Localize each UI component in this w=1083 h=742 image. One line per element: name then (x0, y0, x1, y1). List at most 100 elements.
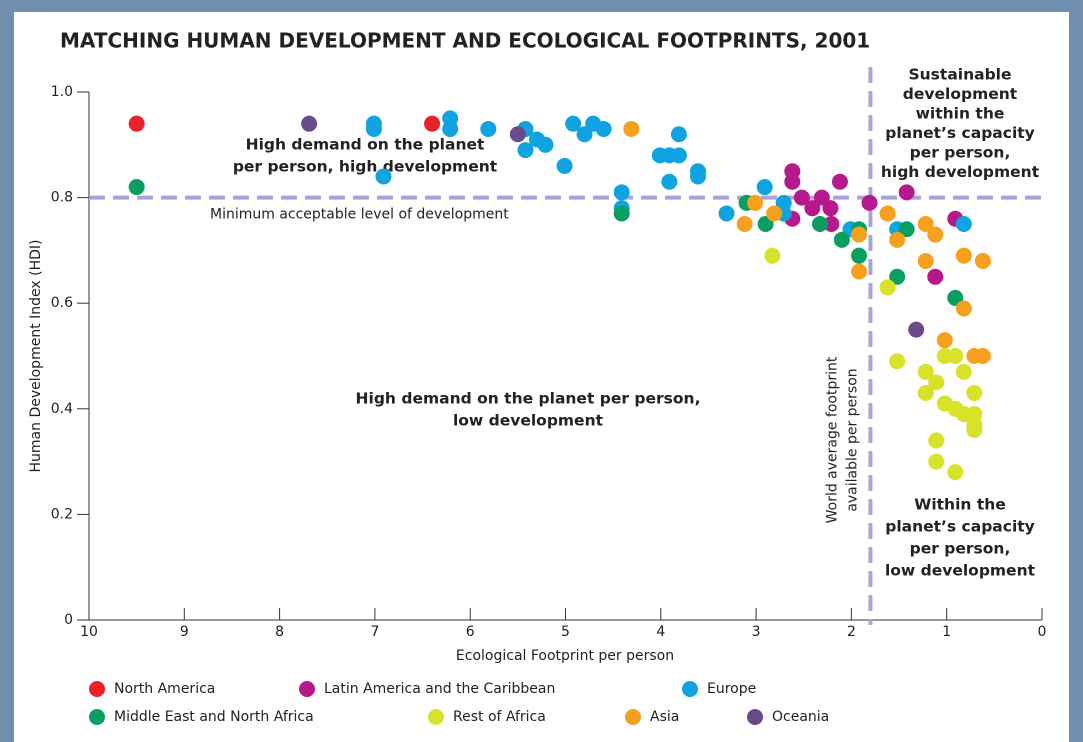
legend-label: Middle East and North Africa (114, 709, 314, 725)
point (366, 121, 382, 137)
x-tick-label: 7 (370, 624, 379, 640)
legend-label: North America (114, 681, 215, 697)
point (889, 232, 905, 248)
point (661, 174, 677, 190)
point (966, 385, 982, 401)
point (851, 227, 867, 243)
point (927, 269, 943, 285)
x-tick-label: 0 (1038, 624, 1047, 640)
point (937, 332, 953, 348)
x-tick-label: 6 (466, 624, 475, 640)
point (129, 179, 145, 195)
point (129, 116, 145, 132)
y-tick-label: 0 (64, 612, 73, 628)
point (614, 184, 630, 200)
point (918, 385, 934, 401)
chart: MATCHING HUMAN DEVELOPMENT AND ECOLOGICA… (0, 0, 1083, 742)
legend-marker (625, 709, 641, 725)
annotation: Sustainable (908, 66, 1011, 84)
y-tick-label: 1.0 (51, 84, 73, 100)
legend-marker (299, 681, 315, 697)
point (832, 174, 848, 190)
point (719, 205, 735, 221)
point (671, 147, 687, 163)
x-tick-label: 9 (180, 624, 189, 640)
point (623, 121, 639, 137)
y-tick-label: 0.2 (51, 506, 73, 522)
point (614, 205, 630, 221)
legend-marker (428, 709, 444, 725)
point (480, 121, 496, 137)
y-tick-label: 0.4 (51, 401, 73, 417)
point (671, 126, 687, 142)
x-tick-label: 10 (80, 624, 98, 640)
annotation: low development (885, 562, 1036, 580)
y-axis-label: Human Development Index (HDI) (28, 240, 44, 473)
legend-label: Latin America and the Caribbean (324, 681, 555, 697)
legend-label: Europe (707, 681, 756, 697)
point (928, 454, 944, 470)
reference-label: Minimum acceptable level of development (210, 207, 509, 223)
annotation: low development (453, 412, 604, 430)
annotation: per person, high development (233, 158, 498, 176)
point (928, 432, 944, 448)
point (975, 348, 991, 364)
y-tick-label: 0.6 (51, 295, 73, 311)
point (596, 121, 612, 137)
chart-title: MATCHING HUMAN DEVELOPMENT AND ECOLOGICA… (60, 29, 870, 53)
point (764, 248, 780, 264)
annotation: per person, (910, 540, 1011, 558)
legend-label: Oceania (772, 709, 829, 725)
legend-marker (682, 681, 698, 697)
point (537, 137, 553, 153)
legend-marker (89, 709, 105, 725)
point (757, 179, 773, 195)
annotation: per person, (910, 144, 1011, 162)
point (956, 216, 972, 232)
point (966, 422, 982, 438)
x-tick-label: 8 (275, 624, 284, 640)
reference-label: World average footprint (824, 356, 840, 523)
annotation: High demand on the planet per person, (356, 390, 701, 408)
point (812, 216, 828, 232)
x-tick-label: 3 (752, 624, 761, 640)
annotation: within the (916, 105, 1005, 123)
point (956, 248, 972, 264)
y-tick-label: 0.8 (51, 190, 73, 206)
page: MATCHING HUMAN DEVELOPMENT AND ECOLOGICA… (0, 0, 1083, 742)
point (927, 227, 943, 243)
point (747, 195, 763, 211)
annotation: planet’s capacity (885, 124, 1035, 142)
reference-label: available per person (844, 368, 860, 511)
legend-label: Rest of Africa (453, 709, 546, 725)
x-tick-label: 2 (847, 624, 856, 640)
annotation: Within the (914, 496, 1006, 514)
point (889, 353, 905, 369)
point (301, 116, 317, 132)
panel (14, 12, 1069, 742)
point (851, 248, 867, 264)
point (851, 264, 867, 280)
point (424, 116, 440, 132)
point (834, 232, 850, 248)
point (737, 216, 753, 232)
x-tick-label: 1 (942, 624, 951, 640)
point (784, 174, 800, 190)
point (557, 158, 573, 174)
point (899, 184, 915, 200)
point (908, 322, 924, 338)
point (918, 253, 934, 269)
legend-marker (747, 709, 763, 725)
point (975, 253, 991, 269)
point (947, 464, 963, 480)
point (956, 300, 972, 316)
legend-marker (89, 681, 105, 697)
annotation: High demand on the planet (246, 136, 485, 154)
point (956, 364, 972, 380)
x-tick-label: 4 (656, 624, 665, 640)
point (690, 168, 706, 184)
point (862, 195, 878, 211)
point (947, 348, 963, 364)
point (880, 205, 896, 221)
point (880, 279, 896, 295)
